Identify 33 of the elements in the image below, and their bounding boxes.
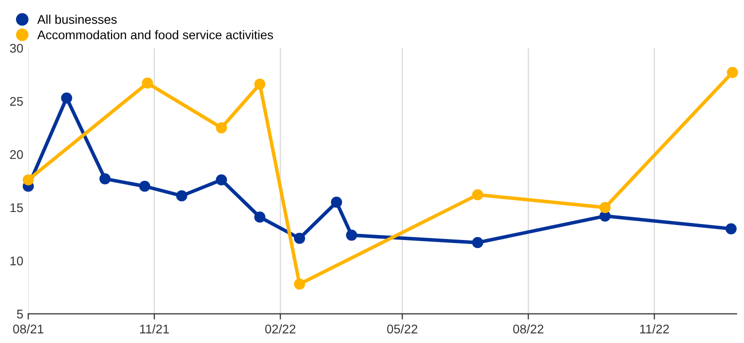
- point: [139, 180, 150, 192]
- x-tick-label: 08/22: [513, 324, 544, 334]
- y-tick-label: 5: [16, 310, 23, 318]
- point: [142, 78, 154, 89]
- point: [726, 223, 737, 234]
- y-tick-label: 25: [10, 96, 23, 106]
- point: [294, 232, 306, 244]
- point: [254, 78, 266, 90]
- y-tick-label: 10: [10, 256, 23, 266]
- point: [346, 230, 358, 241]
- point: [599, 202, 611, 214]
- point: [61, 92, 72, 104]
- x-tick-label: 05/22: [387, 324, 418, 334]
- point: [254, 212, 266, 223]
- point: [330, 196, 342, 208]
- legend-label: All businesses: [37, 14, 117, 24]
- point: [22, 174, 34, 186]
- x-tick-label: 11/21: [140, 324, 169, 334]
- point: [216, 174, 227, 186]
- point: [472, 189, 484, 200]
- x-tick-label: 11/22: [640, 324, 669, 334]
- point: [176, 190, 188, 202]
- y-tick-label: 20: [10, 150, 23, 159]
- y-tick-label: 30: [10, 44, 23, 53]
- x-tick-label: 02/22: [265, 324, 296, 334]
- point: [294, 278, 306, 290]
- y-tick-label: 15: [10, 203, 23, 212]
- point: [472, 237, 484, 248]
- point: [726, 66, 738, 78]
- x-tick-label: 08/21: [13, 324, 44, 334]
- legend-label: Accommodation and food service activities: [37, 30, 274, 40]
- point: [216, 122, 227, 134]
- point: [99, 173, 111, 184]
